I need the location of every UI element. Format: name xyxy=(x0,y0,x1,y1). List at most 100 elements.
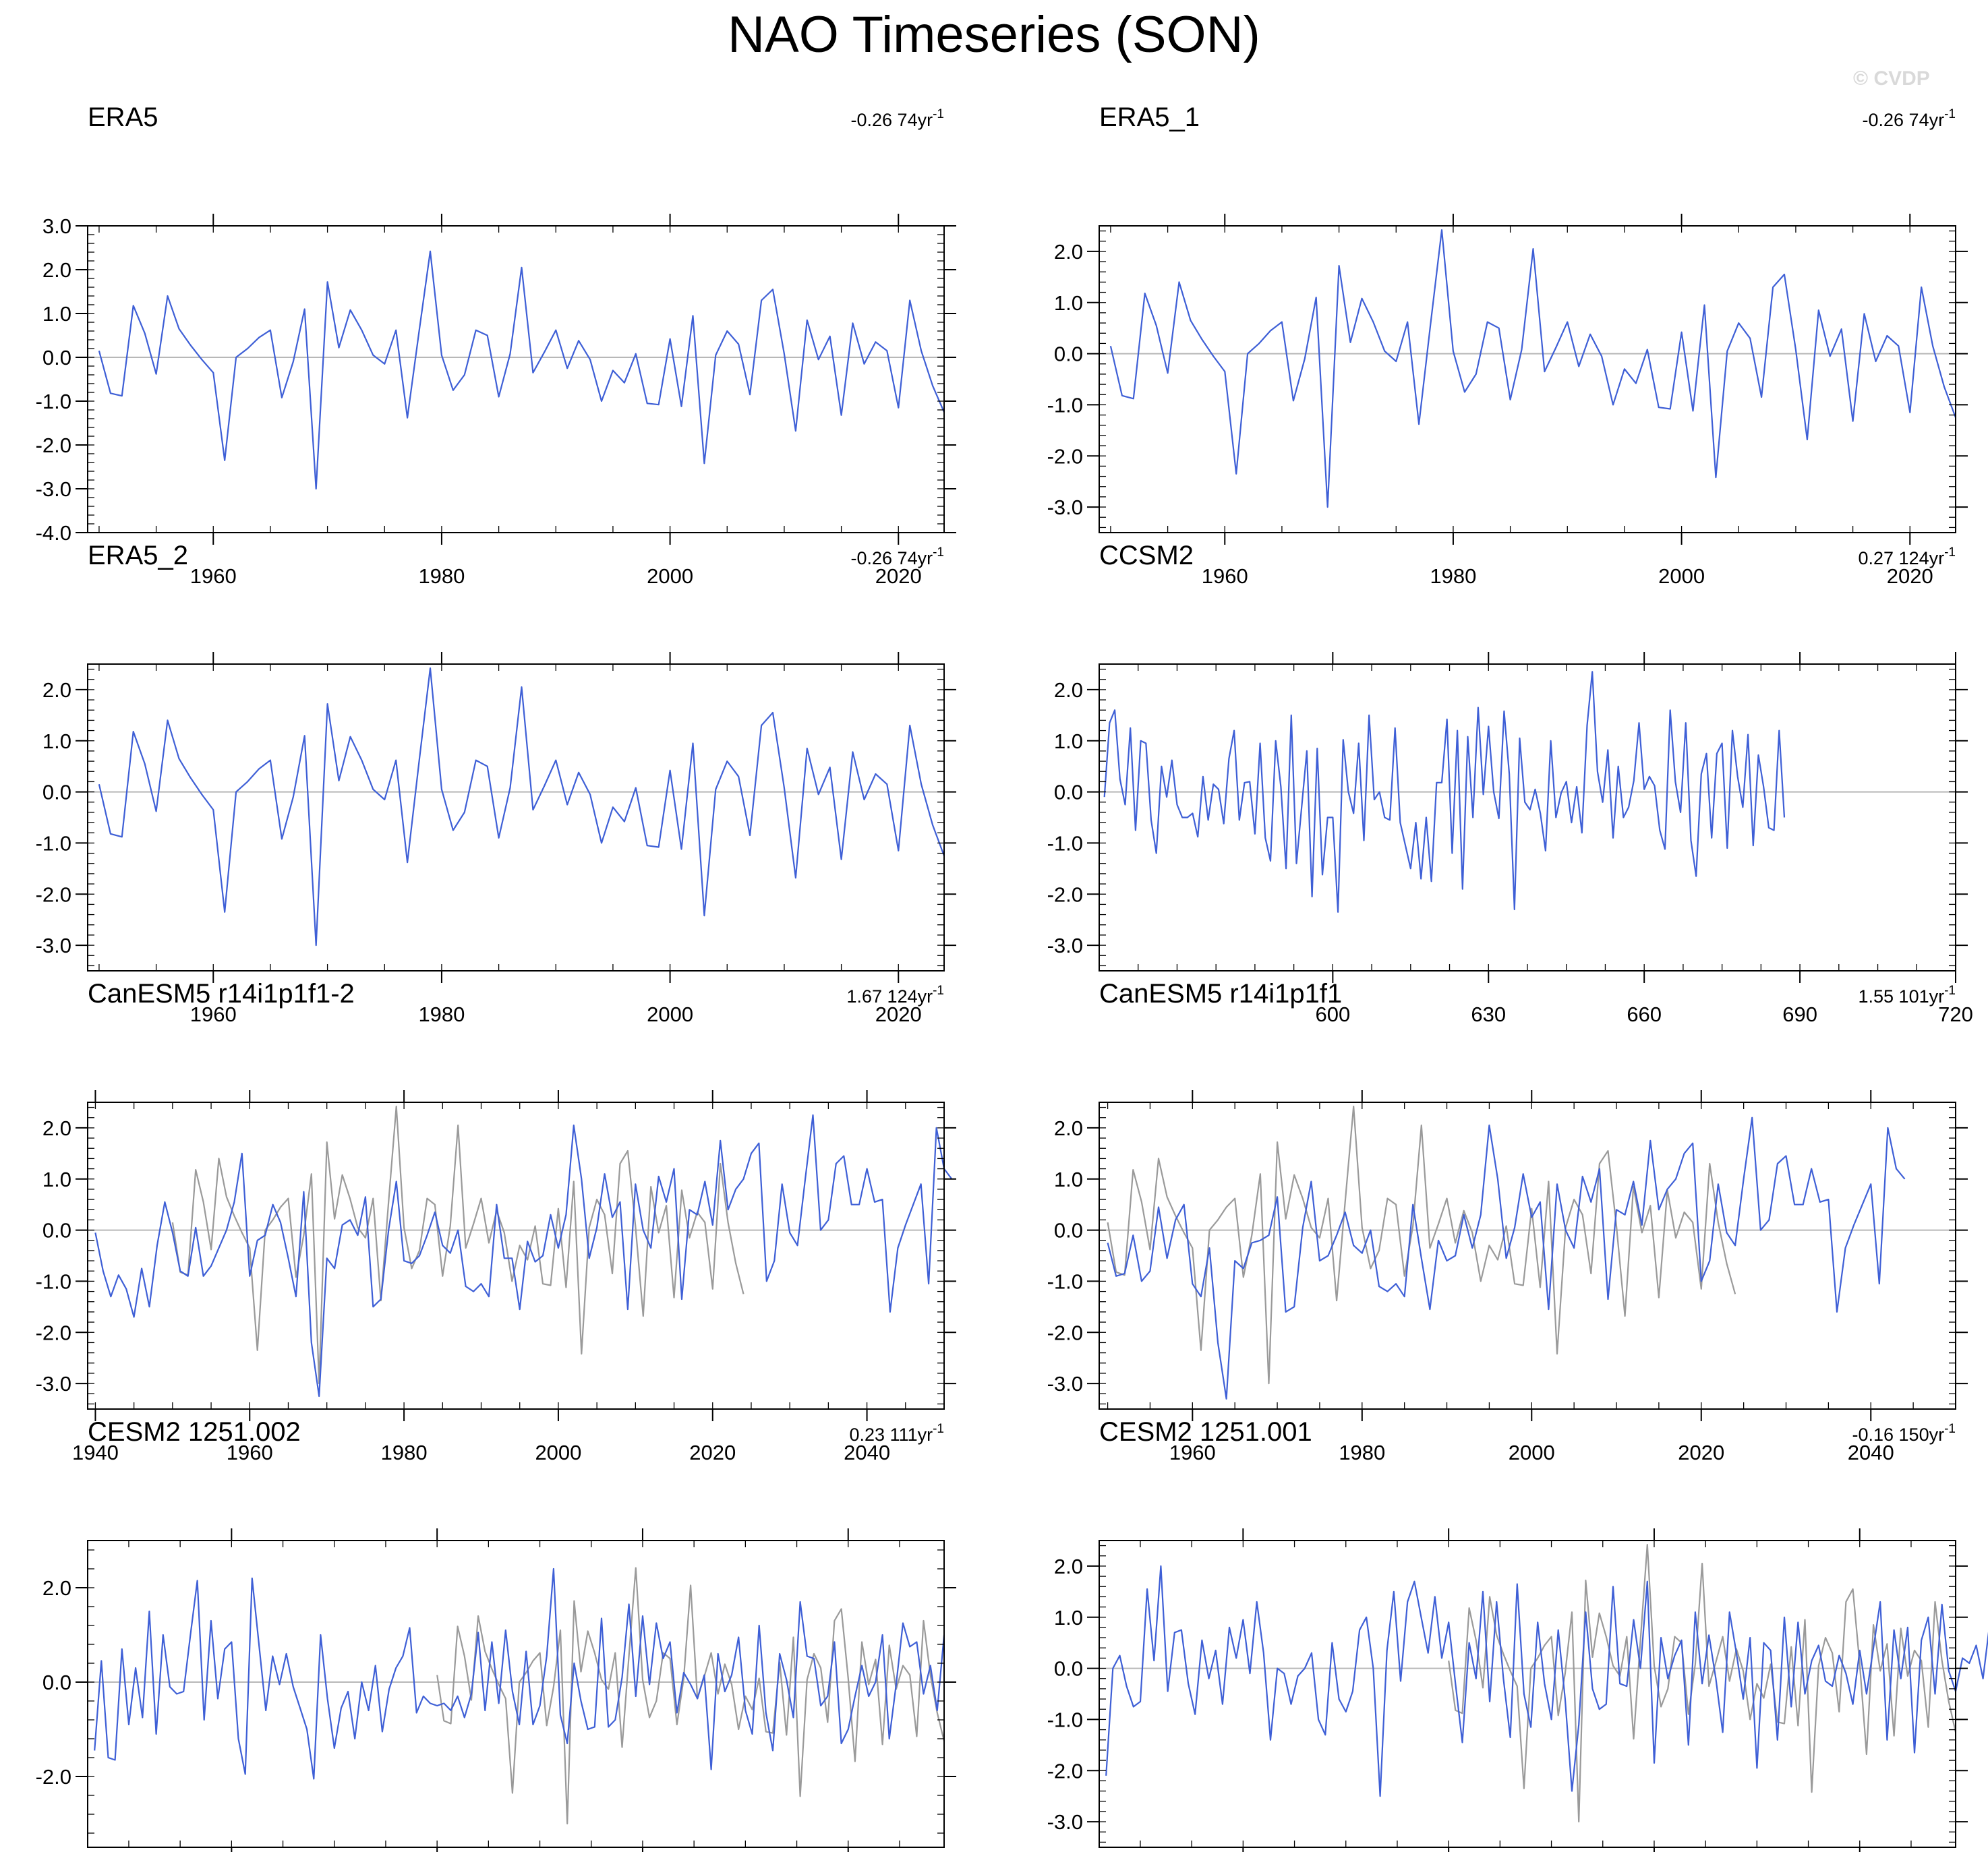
y-tick-label: 1.0 xyxy=(42,302,71,326)
nao-series-line xyxy=(1109,229,1957,508)
x-tick-label: 720 xyxy=(1938,1003,1973,1026)
observed-series-line xyxy=(1107,1106,1736,1385)
trend-stat-value: -0.26 74yr xyxy=(851,110,933,130)
plot-frame xyxy=(1099,663,1956,972)
y-tick-label: -2.0 xyxy=(1047,1321,1083,1344)
y-tick-label: 2.0 xyxy=(1054,1116,1083,1140)
nao-series-line xyxy=(98,667,945,947)
y-tick-label: -1.0 xyxy=(36,831,71,855)
panel-canesm5-r14i1p1f1: CanESM5 r14i1p1f1 1.55 101yr-1 2.0 1.0 0.0 -1… xyxy=(1047,979,1968,1464)
y-tick-label: -3.0 xyxy=(1047,934,1083,957)
y-tick-label: 2.0 xyxy=(42,678,71,702)
y-tick-label: 1.0 xyxy=(1054,291,1083,315)
trend-stat-value: -0.26 74yr xyxy=(1863,110,1945,130)
nao-series-line xyxy=(94,1567,945,1780)
x-tick-label: 2040 xyxy=(1848,1441,1894,1464)
x-tick-label: 1980 xyxy=(418,1003,465,1026)
x-tick-label: 2040 xyxy=(844,1441,890,1464)
y-tick-label: -1.0 xyxy=(36,1269,71,1293)
y-tick-label: -2.0 xyxy=(1047,1759,1083,1783)
panel-title: CanESM5 r14i1p1f1 xyxy=(1099,979,1342,1009)
nao-series-line xyxy=(1105,1565,1988,1797)
x-tick-label: 1960 xyxy=(227,1441,273,1464)
plot-frame xyxy=(87,1540,945,1848)
y-tick-label: 1.0 xyxy=(42,729,71,753)
y-tick-label: 2.0 xyxy=(1054,240,1083,264)
x-tick-label: 600 xyxy=(1315,1003,1350,1026)
panel-era5-2: ERA5_2 -0.26 74yr-12.01.00.0-1.0-2.0-3.01… xyxy=(36,541,956,1026)
trend-stat-value: 0.27 124yr xyxy=(1859,548,1945,568)
x-tick-label: 2000 xyxy=(647,564,693,588)
trend-stat-value: 0.23 111yr xyxy=(850,1425,933,1445)
y-tick-label: 1.0 xyxy=(1054,1606,1083,1630)
x-tick-label: 1960 xyxy=(1169,1441,1216,1464)
y-tick-label: -2.0 xyxy=(1047,883,1083,906)
trend-stat: 1.55 101yr-1 xyxy=(1859,984,1956,1007)
y-tick-label: 2.0 xyxy=(42,258,71,282)
y-tick-label: 0.0 xyxy=(42,1671,71,1694)
trend-stat: 1.67 124yr-1 xyxy=(847,984,945,1007)
y-tick-label: -1.0 xyxy=(1047,1269,1083,1293)
y-tick-label: 3.0 xyxy=(42,214,71,238)
panel-title: ERA5_2 xyxy=(88,541,188,570)
y-tick-label: -1.0 xyxy=(1047,393,1083,417)
y-tick-label: 0.0 xyxy=(1054,781,1083,804)
observed-series-line xyxy=(436,1567,945,1825)
y-tick-label: -2.0 xyxy=(36,1765,71,1789)
y-tick-label: 1.0 xyxy=(1054,1168,1083,1191)
y-tick-label: 0.0 xyxy=(1054,1219,1083,1243)
observed-series-line xyxy=(171,1106,744,1385)
trend-stat-value: -0.26 74yr xyxy=(851,548,933,568)
y-tick-label: -3.0 xyxy=(1047,1372,1083,1396)
y-tick-label: -1.0 xyxy=(1047,1708,1083,1731)
y-tick-label: -3.0 xyxy=(36,477,71,501)
panel-title: CESM2 1251.001 xyxy=(1099,1417,1312,1447)
y-tick-label: -2.0 xyxy=(36,434,71,457)
panel-title: ERA5_1 xyxy=(1099,102,1200,132)
y-tick-label: 0.0 xyxy=(42,346,71,369)
panel-title: CESM2 1251.002 xyxy=(88,1417,301,1447)
y-tick-label: 2.0 xyxy=(1054,1555,1083,1578)
y-tick-label: -2.0 xyxy=(36,883,71,906)
x-tick-label: 2020 xyxy=(689,1441,736,1464)
trend-stat-exponent: -1 xyxy=(933,545,944,560)
y-tick-label: -1.0 xyxy=(1047,831,1083,855)
nao-series-line xyxy=(94,1114,953,1398)
x-tick-label: 1940 xyxy=(72,1441,119,1464)
y-tick-label: 1.0 xyxy=(1054,729,1083,753)
x-tick-label: 1960 xyxy=(1202,564,1248,588)
y-tick-label: 0.0 xyxy=(1054,342,1083,366)
x-tick-label: 2020 xyxy=(875,1003,922,1026)
x-tick-label: 2000 xyxy=(1509,1441,1555,1464)
x-tick-label: 2000 xyxy=(535,1441,581,1464)
panel-cesm2-1251-001: CESM2 1251.001 -0.16 150yr-1 2.0 1.0 0.0 -1.0… xyxy=(1047,1417,1988,1852)
panel-canesm5-r14i1p1f1-2: CanESM5 r14i1p1f1-2 1.67 124yr-12.01.00.0… xyxy=(36,979,956,1464)
plot-frame xyxy=(87,663,945,972)
x-tick-label: 2000 xyxy=(1658,564,1705,588)
trend-stat-exponent: -1 xyxy=(1944,545,1956,560)
panel-era5-1: ERA5_1 -0.26 74yr-12.01.00.0-1.0-2.0-3.01… xyxy=(1047,102,1968,588)
x-tick-label: 660 xyxy=(1627,1003,1662,1026)
trend-stat: 0.23 111yr-1 xyxy=(850,1422,945,1445)
y-tick-label: 2.0 xyxy=(1054,678,1083,702)
nao-series-line xyxy=(98,250,945,490)
panel-title: CCSM2 xyxy=(1099,541,1194,570)
y-tick-label: 0.0 xyxy=(42,1219,71,1243)
nao-series-line xyxy=(1103,671,1786,913)
trend-stat: -0.26 74yr-1 xyxy=(1863,107,1956,130)
y-tick-label: 0.0 xyxy=(42,781,71,804)
y-tick-label: -2.0 xyxy=(36,1321,71,1344)
plot-frame xyxy=(87,225,945,533)
y-tick-label: 1.0 xyxy=(42,1168,71,1191)
trend-stat: 0.27 124yr-1 xyxy=(1859,545,1956,568)
trend-stat-exponent: -1 xyxy=(1944,1422,1956,1436)
trend-stat-exponent: -1 xyxy=(1944,107,1956,121)
y-tick-label: -3.0 xyxy=(1047,496,1083,519)
plot-frame xyxy=(1099,1102,1956,1410)
plot-frame xyxy=(1099,1540,1956,1848)
trend-stat: -0.16 150yr-1 xyxy=(1852,1422,1956,1445)
trend-stat: -0.26 74yr-1 xyxy=(851,545,944,568)
y-tick-label: 2.0 xyxy=(42,1576,71,1600)
y-tick-label: 2.0 xyxy=(42,1116,71,1140)
